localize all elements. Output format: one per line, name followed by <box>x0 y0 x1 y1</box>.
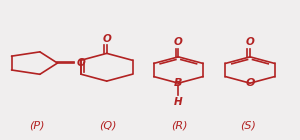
Text: (P): (P) <box>29 121 44 131</box>
Text: O: O <box>246 37 254 47</box>
Text: (Q): (Q) <box>99 121 117 131</box>
Text: O: O <box>245 78 255 88</box>
Text: B: B <box>174 78 183 88</box>
Text: O: O <box>102 34 111 44</box>
Text: O: O <box>76 58 85 68</box>
Text: H: H <box>174 97 183 107</box>
Text: (R): (R) <box>172 121 188 131</box>
Text: (S): (S) <box>241 121 256 131</box>
Text: O: O <box>174 37 183 47</box>
